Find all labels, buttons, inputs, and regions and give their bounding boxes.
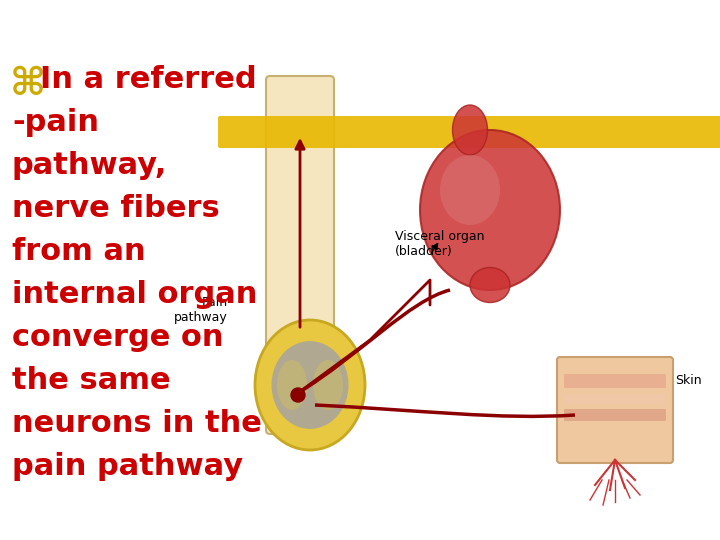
Ellipse shape [313,360,343,410]
Text: the same: the same [12,366,171,395]
FancyBboxPatch shape [564,394,666,404]
Text: -pain: -pain [12,108,99,137]
FancyBboxPatch shape [557,357,673,463]
Ellipse shape [420,130,560,290]
Text: ⌘: ⌘ [10,65,46,103]
Text: pain pathway: pain pathway [12,452,243,481]
Text: In a referred: In a referred [40,65,256,94]
Text: converge on: converge on [12,323,223,352]
Text: nerve fibers: nerve fibers [12,194,220,223]
Text: Skin: Skin [675,374,701,387]
FancyBboxPatch shape [266,76,334,434]
Text: from an: from an [12,237,145,266]
Ellipse shape [470,267,510,302]
Text: internal organ: internal organ [12,280,257,309]
Text: Pain
pathway: Pain pathway [174,296,228,324]
Ellipse shape [255,320,365,450]
Ellipse shape [440,155,500,225]
Text: neurons in the: neurons in the [12,409,262,438]
Text: Visceral organ
(bladder): Visceral organ (bladder) [395,230,485,258]
Text: pathway,: pathway, [12,151,167,180]
FancyBboxPatch shape [218,116,720,148]
FancyBboxPatch shape [564,374,666,388]
Circle shape [291,388,305,402]
Ellipse shape [277,360,307,410]
Ellipse shape [452,105,487,155]
FancyBboxPatch shape [564,409,666,421]
Ellipse shape [271,341,348,429]
